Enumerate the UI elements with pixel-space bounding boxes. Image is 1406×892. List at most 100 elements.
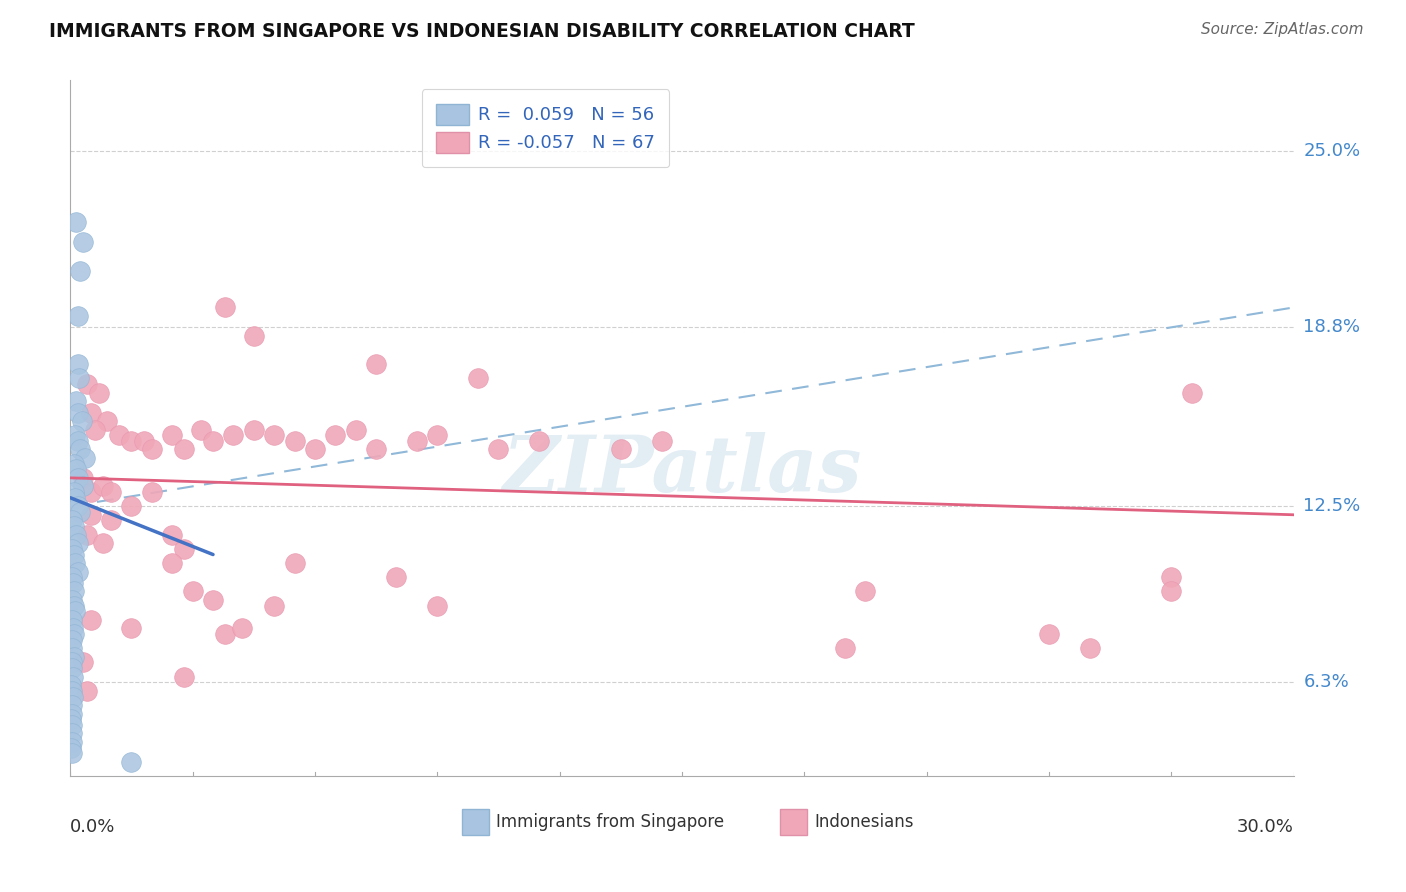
Point bbox=[108, 428, 131, 442]
Point bbox=[214, 627, 236, 641]
Point bbox=[141, 485, 163, 500]
Point bbox=[121, 621, 143, 635]
Point bbox=[60, 678, 83, 692]
Point bbox=[83, 423, 105, 437]
Point bbox=[67, 536, 90, 550]
Point bbox=[60, 570, 83, 584]
Point bbox=[60, 718, 83, 732]
Point bbox=[214, 301, 236, 315]
Point bbox=[69, 263, 91, 277]
Point bbox=[72, 479, 94, 493]
Point bbox=[284, 434, 307, 448]
Point bbox=[855, 584, 877, 599]
Point bbox=[91, 536, 114, 550]
Point bbox=[60, 698, 83, 712]
Point bbox=[62, 621, 84, 635]
Point bbox=[69, 442, 91, 457]
Point bbox=[162, 428, 183, 442]
Point bbox=[62, 690, 84, 704]
Point bbox=[323, 428, 347, 442]
Point bbox=[100, 485, 122, 500]
Point bbox=[243, 329, 266, 343]
Text: 12.5%: 12.5% bbox=[1303, 497, 1361, 516]
Point bbox=[63, 556, 86, 570]
Point bbox=[79, 485, 103, 500]
FancyBboxPatch shape bbox=[780, 809, 807, 835]
Point bbox=[141, 442, 163, 457]
Point bbox=[76, 683, 98, 698]
Point bbox=[162, 556, 183, 570]
Point bbox=[60, 683, 83, 698]
Point bbox=[366, 357, 388, 371]
Point bbox=[62, 599, 84, 613]
Point bbox=[488, 442, 510, 457]
Point bbox=[121, 755, 143, 769]
Text: IMMIGRANTS FROM SINGAPORE VS INDONESIAN DISABILITY CORRELATION CHART: IMMIGRANTS FROM SINGAPORE VS INDONESIAN … bbox=[49, 22, 915, 41]
Point bbox=[67, 309, 90, 323]
Point bbox=[76, 377, 98, 392]
Point bbox=[1038, 627, 1060, 641]
Point bbox=[60, 613, 83, 627]
Point bbox=[63, 519, 86, 533]
FancyBboxPatch shape bbox=[461, 809, 489, 835]
Point bbox=[60, 735, 83, 749]
Point bbox=[62, 649, 84, 664]
Point bbox=[190, 423, 212, 437]
Point bbox=[62, 670, 84, 684]
Point bbox=[162, 527, 183, 541]
Point bbox=[173, 541, 195, 556]
Point bbox=[60, 661, 83, 675]
Point bbox=[60, 712, 83, 726]
Point bbox=[65, 394, 87, 409]
Text: 30.0%: 30.0% bbox=[1237, 818, 1294, 836]
Point bbox=[72, 656, 94, 670]
Point bbox=[60, 726, 83, 740]
Point bbox=[467, 371, 489, 385]
Point bbox=[1160, 584, 1182, 599]
Point bbox=[76, 527, 98, 541]
Point bbox=[60, 740, 83, 755]
Point bbox=[263, 599, 285, 613]
Point bbox=[121, 434, 143, 448]
Point bbox=[79, 405, 103, 419]
Point bbox=[63, 457, 86, 471]
Point bbox=[344, 423, 367, 437]
Text: 25.0%: 25.0% bbox=[1303, 143, 1361, 161]
Point bbox=[65, 527, 87, 541]
Point bbox=[72, 471, 94, 485]
Point bbox=[60, 706, 83, 721]
Point bbox=[284, 556, 307, 570]
Legend: R =  0.059   N = 56, R = -0.057   N = 67: R = 0.059 N = 56, R = -0.057 N = 67 bbox=[422, 89, 669, 167]
Point bbox=[426, 599, 449, 613]
Point bbox=[650, 434, 672, 448]
Point bbox=[60, 541, 83, 556]
Point bbox=[79, 613, 103, 627]
Point bbox=[67, 405, 90, 419]
Point bbox=[610, 442, 633, 457]
Point bbox=[529, 434, 551, 448]
Point bbox=[63, 584, 86, 599]
Point bbox=[87, 385, 110, 400]
Point bbox=[243, 423, 266, 437]
Point bbox=[1078, 641, 1101, 656]
Text: Immigrants from Singapore: Immigrants from Singapore bbox=[496, 813, 724, 831]
Point bbox=[65, 462, 87, 476]
Point bbox=[66, 434, 89, 448]
Point bbox=[60, 593, 83, 607]
Point bbox=[202, 593, 225, 607]
Text: ZIPatlas: ZIPatlas bbox=[502, 432, 862, 508]
Text: 0.0%: 0.0% bbox=[70, 818, 115, 836]
Point bbox=[231, 621, 253, 635]
Point bbox=[834, 641, 856, 656]
Point bbox=[1160, 570, 1182, 584]
Text: 18.8%: 18.8% bbox=[1303, 318, 1361, 336]
Point bbox=[1181, 385, 1204, 400]
Point bbox=[100, 513, 122, 527]
Point bbox=[304, 442, 326, 457]
Point bbox=[121, 500, 143, 514]
Point bbox=[62, 485, 84, 500]
Point bbox=[132, 434, 155, 448]
Text: Indonesians: Indonesians bbox=[814, 813, 914, 831]
Point bbox=[60, 656, 83, 670]
Point bbox=[181, 584, 204, 599]
